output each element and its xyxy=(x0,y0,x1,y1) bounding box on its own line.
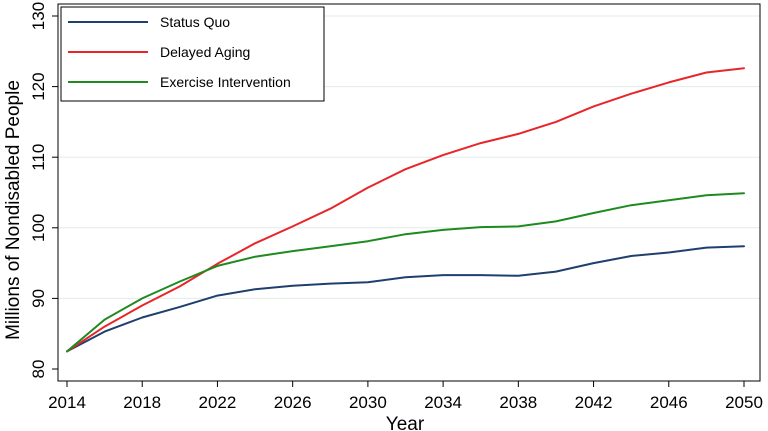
y-tick-label-110: 110 xyxy=(29,144,48,171)
y-tick-label-100: 100 xyxy=(29,214,48,242)
x-axis-title: Year xyxy=(386,414,425,431)
legend: Status Quo Delayed Aging Exercise Interven… xyxy=(60,6,325,102)
y-tick-label-90: 90 xyxy=(29,289,48,308)
plot-frame xyxy=(57,3,761,382)
x-axis-ticks: 2014 2018 2022 2026 2030 2034 2038 2042 2046 2050 xyxy=(48,381,763,412)
x-tick-label-2034: 2034 xyxy=(424,393,462,412)
x-tick-label-2022: 2022 xyxy=(199,393,237,412)
x-tick-label-2018: 2018 xyxy=(123,393,161,412)
x-tick-label-2026: 2026 xyxy=(274,393,312,412)
x-tick-label-2042: 2042 xyxy=(575,393,613,412)
series-line-exercise-intervention xyxy=(66,192,745,353)
x-tick-label-2050: 2050 xyxy=(725,393,763,412)
x-tick-label-2014: 2014 xyxy=(48,393,86,412)
y-tick-label-120: 120 xyxy=(29,72,48,100)
y-tick-label-80: 80 xyxy=(29,360,48,379)
x-tick-label-2038: 2038 xyxy=(499,393,537,412)
axes xyxy=(57,3,761,382)
y-axis-ticks: 80 90 100 110 120 130 xyxy=(29,2,58,379)
series-line-delayed-aging xyxy=(66,67,745,353)
legend-label-exercise-intervention: Exercise Intervention xyxy=(160,74,291,90)
legend-label-status-quo: Status Quo xyxy=(160,14,230,30)
y-tick-label-130: 130 xyxy=(29,2,48,30)
legend-label-delayed-aging: Delayed Aging xyxy=(160,44,250,60)
series-lines xyxy=(66,67,745,353)
series-line-status-quo xyxy=(66,245,745,353)
x-tick-label-2046: 2046 xyxy=(650,393,688,412)
y-axis-title: Millions of Nondisabled People xyxy=(3,80,24,340)
x-tick-label-2030: 2030 xyxy=(349,393,387,412)
